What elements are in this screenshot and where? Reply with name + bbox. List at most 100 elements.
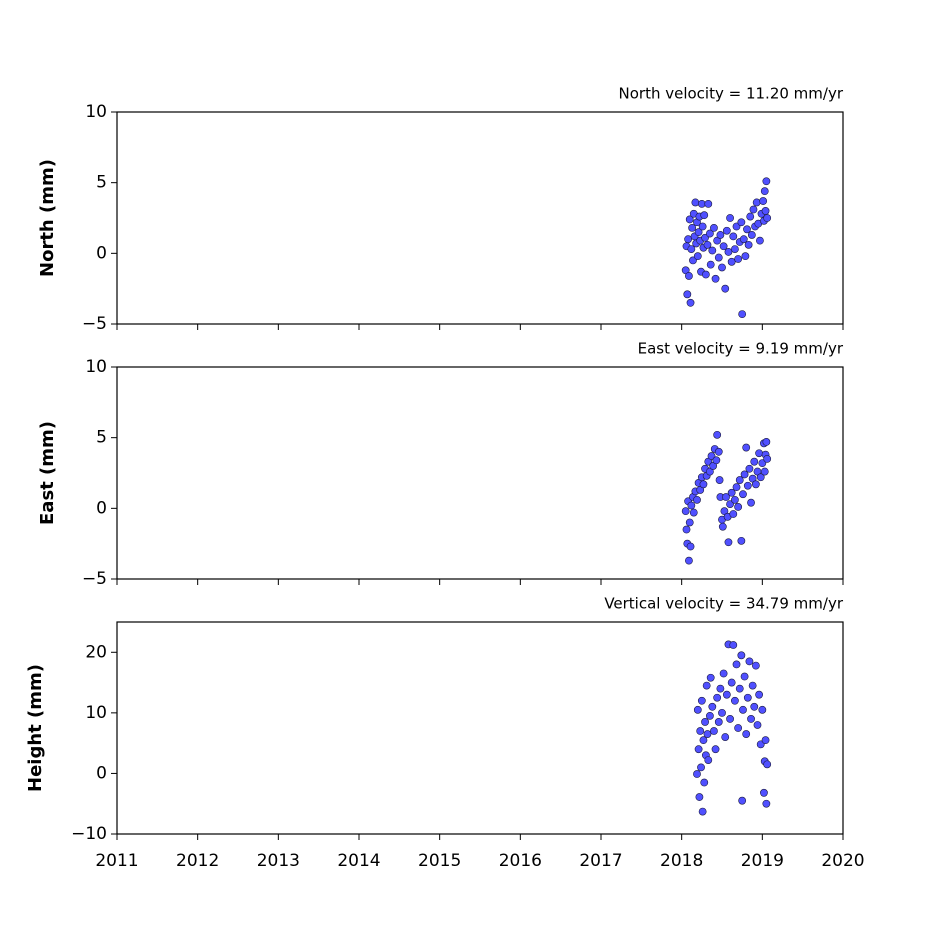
data-point xyxy=(727,257,736,266)
data-point xyxy=(696,727,705,735)
data-point xyxy=(746,212,755,221)
data-point xyxy=(743,225,751,234)
data-point xyxy=(695,793,704,801)
data-point xyxy=(693,705,702,714)
data-point xyxy=(735,684,744,693)
data-point xyxy=(751,480,760,489)
data-point xyxy=(685,215,694,224)
data-point xyxy=(763,214,772,222)
data-point xyxy=(699,736,708,745)
data-point xyxy=(706,229,714,238)
data-point xyxy=(712,456,721,465)
data-point xyxy=(694,745,703,754)
data-point xyxy=(718,708,726,717)
data-point xyxy=(706,711,714,720)
data-point xyxy=(700,211,709,220)
data-point xyxy=(721,733,730,741)
data-point xyxy=(762,438,771,446)
data-point xyxy=(760,467,769,476)
data-point xyxy=(759,197,768,205)
y-axis-label: Height (mm) xyxy=(25,664,46,792)
data-point xyxy=(734,724,743,732)
data-point xyxy=(748,681,757,690)
data-point xyxy=(715,476,724,484)
data-point xyxy=(739,705,747,714)
data-point xyxy=(726,715,734,723)
y-tick-label: −5 xyxy=(82,569,107,589)
data-point xyxy=(727,678,736,687)
data-point xyxy=(701,718,709,726)
data-point xyxy=(745,657,754,666)
axes-frame xyxy=(116,111,844,325)
y-tick-label: 0 xyxy=(96,243,107,263)
data-point xyxy=(684,235,693,244)
data-point xyxy=(685,518,694,527)
y-tick-label: 5 xyxy=(96,173,107,193)
y-tick-label: 0 xyxy=(96,498,107,518)
data-point xyxy=(721,284,730,293)
data-point xyxy=(742,730,751,738)
x-tick-label: 2012 xyxy=(176,851,219,871)
data-point xyxy=(760,788,768,797)
x-tick-label: 2011 xyxy=(95,851,138,871)
data-point xyxy=(698,807,707,816)
data-point xyxy=(699,480,708,489)
data-point xyxy=(743,693,752,702)
data-point xyxy=(745,464,754,473)
data-point xyxy=(763,454,772,463)
data-point xyxy=(751,661,760,670)
y-tick-label: 20 xyxy=(85,642,107,662)
data-point xyxy=(689,508,698,517)
data-point xyxy=(691,198,700,207)
x-tick-label: 2020 xyxy=(821,851,864,871)
data-point xyxy=(738,310,747,319)
data-point xyxy=(740,672,749,681)
data-point xyxy=(747,715,755,723)
data-point xyxy=(718,522,727,531)
axes-frame xyxy=(116,621,844,835)
data-point xyxy=(686,298,695,307)
data-point xyxy=(727,488,736,497)
data-point xyxy=(756,236,764,245)
y-tick-label: 10 xyxy=(85,703,107,723)
data-point xyxy=(687,501,696,510)
data-point xyxy=(693,495,701,504)
data-point xyxy=(737,651,746,660)
data-point xyxy=(703,240,712,249)
data-point xyxy=(693,770,701,778)
data-point xyxy=(685,272,693,280)
data-point xyxy=(742,443,751,452)
x-tick-label: 2015 xyxy=(418,851,461,871)
data-point xyxy=(722,493,730,501)
data-point xyxy=(718,263,726,272)
data-point xyxy=(752,198,761,207)
y-tick-label: −5 xyxy=(82,314,107,334)
data-point xyxy=(714,253,723,262)
data-point xyxy=(732,660,741,669)
data-point xyxy=(732,483,741,492)
data-point xyxy=(688,223,697,232)
data-point xyxy=(708,702,717,711)
data-point xyxy=(711,274,720,283)
data-point xyxy=(693,252,702,261)
data-point xyxy=(708,246,717,255)
data-point xyxy=(714,447,723,456)
data-point xyxy=(758,705,767,714)
data-point xyxy=(704,756,713,765)
data-point xyxy=(704,199,713,208)
data-point xyxy=(763,760,772,769)
data-point xyxy=(756,473,765,482)
data-point xyxy=(683,290,692,299)
data-point xyxy=(713,693,722,702)
x-tick-label: 2013 xyxy=(257,851,300,871)
x-tick-label: 2014 xyxy=(337,851,380,871)
data-point xyxy=(743,481,752,490)
data-point xyxy=(710,223,718,232)
data-point xyxy=(734,503,743,511)
data-point xyxy=(735,476,744,484)
data-point xyxy=(731,495,739,504)
data-point xyxy=(724,248,733,256)
y-tick-label: 10 xyxy=(85,357,107,377)
data-point xyxy=(729,232,738,241)
data-point xyxy=(719,669,728,678)
